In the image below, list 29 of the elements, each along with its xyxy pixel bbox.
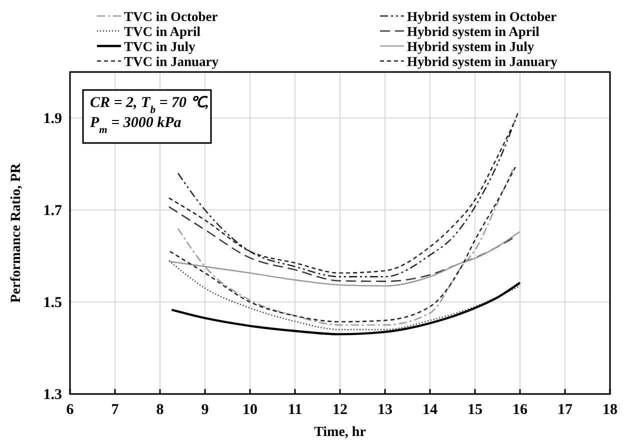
y-tick-label: 1.9 — [43, 111, 62, 127]
legend-label: Hybrid system in April — [407, 24, 540, 39]
annotation: CR = 2, T$_{b}$ = 70 ℃, — [90, 95, 210, 116]
x-tick-label: 16 — [512, 402, 528, 418]
x-tick-label: 18 — [602, 402, 618, 418]
legend-label: TVC in January — [124, 54, 219, 69]
legend-label: TVC in October — [124, 9, 218, 24]
y-tick-label: 1.3 — [43, 387, 62, 403]
y-axis-title: Performance Ratio, PR — [9, 162, 24, 303]
x-tick-label: 15 — [468, 402, 482, 418]
x-tick-label: 9 — [201, 402, 209, 418]
x-tick-label: 6 — [66, 402, 74, 418]
y-tick-label: 1.7 — [43, 203, 62, 219]
x-tick-label: 10 — [242, 402, 258, 418]
legend-label: TVC in April — [124, 24, 201, 39]
x-tick-label: 17 — [558, 402, 573, 418]
x-axis-title: Time, hr — [314, 425, 366, 440]
x-tick-label: 12 — [332, 402, 348, 418]
x-tick-label: 14 — [422, 402, 438, 418]
x-tick-label: 13 — [378, 402, 392, 418]
legend-label: Hybrid system in October — [407, 9, 557, 24]
legend-label: TVC in July — [124, 39, 196, 54]
y-tick-label: 1.5 — [43, 295, 62, 311]
x-tick-label: 8 — [156, 402, 164, 418]
legend-label: Hybrid system in January — [407, 54, 558, 69]
annotation: P$_{m}$ = 3000 kPa — [90, 115, 182, 136]
x-tick-label: 7 — [111, 402, 120, 418]
x-tick-label: 11 — [288, 402, 302, 418]
legend-label: Hybrid system in July — [407, 39, 534, 54]
